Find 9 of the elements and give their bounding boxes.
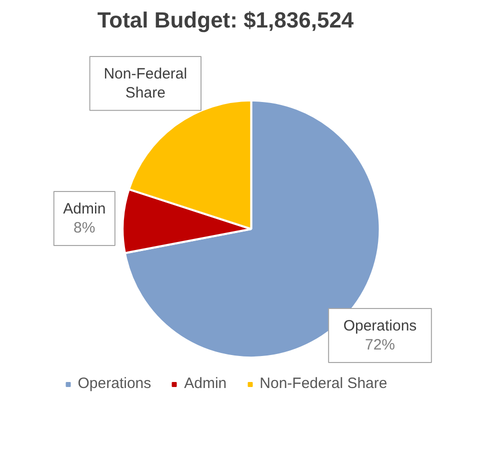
legend-label: Admin — [184, 375, 227, 392]
slice-label: Admin — [63, 200, 106, 218]
slice-label: Operations — [343, 317, 417, 334]
legend-label: Operations — [78, 375, 152, 392]
slice-label: Non-Federal Share — [104, 65, 188, 102]
data-label: 8% — [74, 220, 96, 237]
legend-label: Non-Federal Share — [260, 375, 388, 392]
data-label: 72% — [364, 336, 396, 354]
chart-title: Total Budget: $1,836,524 — [97, 8, 354, 32]
